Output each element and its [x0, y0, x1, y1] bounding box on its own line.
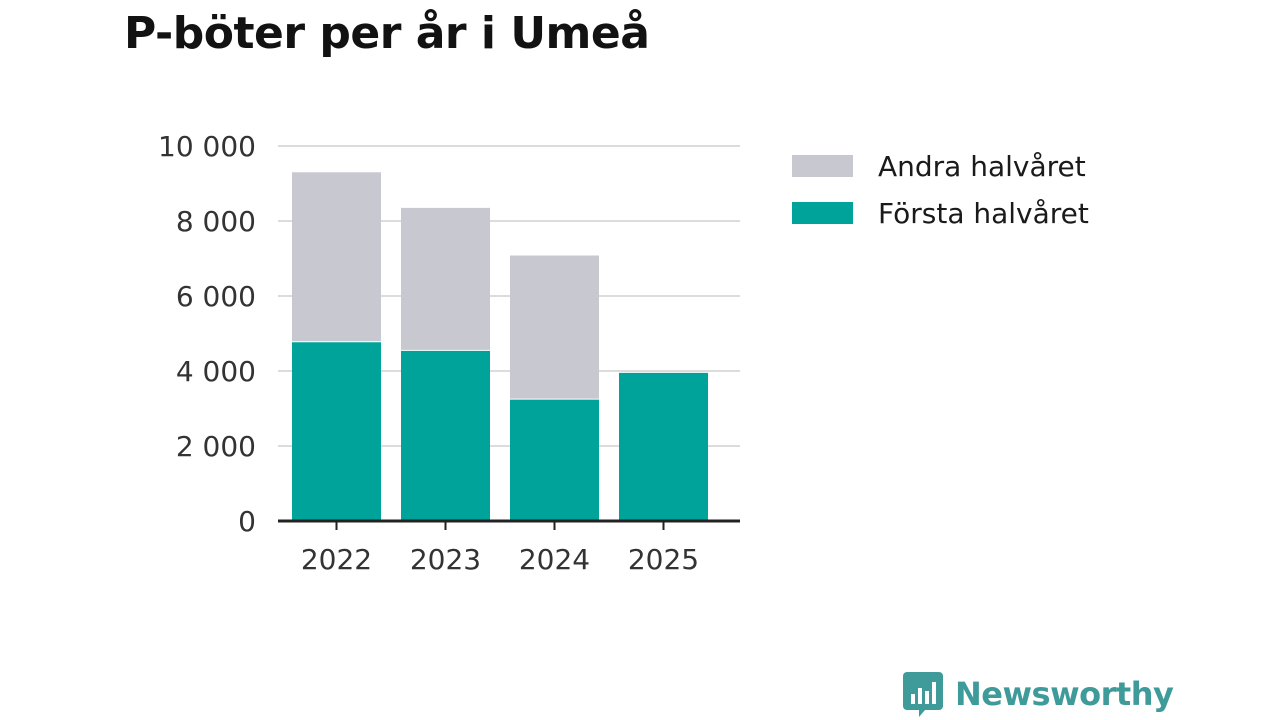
x-tick-label: 2022	[301, 543, 372, 576]
y-axis-labels: 0 2 000 4 000 6 000 8 000 10 000	[158, 130, 256, 538]
chart-title: P-böter per år i Umeå	[124, 8, 650, 59]
bar-second-half-2022	[292, 172, 381, 342]
bars	[292, 172, 708, 521]
legend-label: Andra halvåret	[878, 150, 1086, 183]
bar-second-half-2024	[510, 255, 599, 400]
x-axis	[278, 519, 740, 530]
y-tick-label: 8 000	[176, 205, 256, 238]
x-tick-label: 2025	[628, 543, 699, 576]
y-tick-label: 2 000	[176, 430, 256, 463]
bar-first-half-2023	[401, 350, 490, 521]
y-tick-label: 6 000	[176, 280, 256, 313]
legend: Andra halvåret Första halvåret	[792, 150, 1089, 230]
legend-swatch	[792, 202, 853, 224]
newsworthy-logo[interactable]: Newsworthy	[903, 670, 1174, 718]
bar-first-half-2022	[292, 341, 381, 521]
x-tick-label: 2024	[519, 543, 590, 576]
legend-label: Första halvåret	[878, 197, 1089, 230]
legend-swatch	[792, 155, 853, 177]
bar-first-half-2025	[619, 372, 708, 521]
x-axis-labels: 2022 2023 2024 2025	[301, 543, 699, 576]
y-tick-label: 10 000	[158, 130, 256, 163]
bar-chart-bubble-icon	[903, 672, 943, 717]
brand-name: Newsworthy	[955, 675, 1174, 713]
bar-first-half-2024	[510, 399, 599, 521]
y-tick-label: 4 000	[176, 355, 256, 388]
y-tick-label: 0	[238, 505, 256, 538]
x-tick-label: 2023	[410, 543, 481, 576]
bar-second-half-2023	[401, 207, 490, 351]
